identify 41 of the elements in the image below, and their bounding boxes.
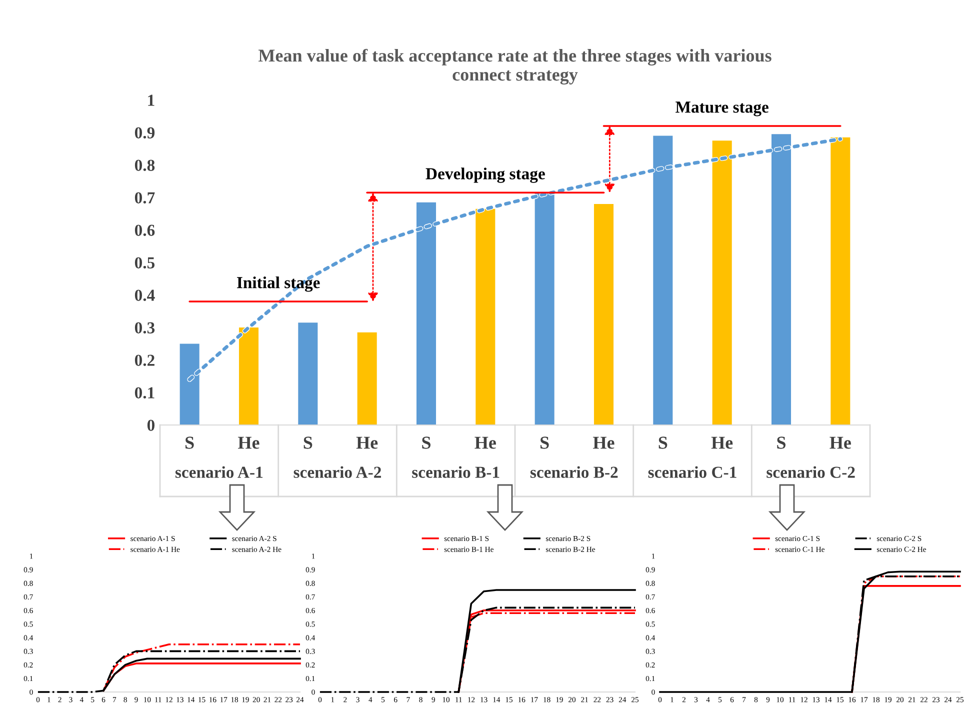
y-tick-label: 0.3: [134, 322, 155, 334]
bar: [830, 137, 850, 425]
x-tick-label: S: [304, 436, 312, 449]
line-series: [659, 570, 961, 693]
bar: [712, 140, 732, 425]
bar: [238, 328, 259, 425]
line-series: [37, 650, 301, 693]
text: scenario B-2: [530, 466, 618, 478]
y-tick-label: 0.4: [134, 290, 155, 302]
bar: [476, 208, 496, 425]
y-tick-label: 0.1: [134, 387, 154, 399]
x-tick-label: S: [186, 436, 194, 449]
x-tick-label: He: [356, 436, 378, 449]
y-tick-label: 0: [147, 420, 155, 431]
chart-title: Mean value of task acceptance rate at the three stages with various connect strategy: [258, 48, 772, 85]
x-tick-label: He: [593, 436, 614, 449]
y-tick-label: 0.9: [134, 127, 155, 139]
y-tick-label: 0.5: [134, 257, 155, 269]
y-tick-label: 0.2: [134, 354, 154, 366]
bar: [298, 322, 318, 425]
y-tick-label: 0.8: [134, 160, 155, 172]
x-tick-label: S: [777, 436, 786, 449]
y-tick-label: 0.7: [134, 192, 155, 204]
bar: [357, 332, 377, 425]
text: scenario C-1: [648, 466, 736, 478]
x-tick-label: S: [540, 436, 549, 449]
text: scenario A-2: [294, 466, 381, 478]
annotation: Developing stage: [426, 168, 545, 183]
text: scenario B-1: [412, 466, 500, 478]
bar: [594, 204, 614, 425]
y-tick-label: 0.6: [134, 224, 155, 236]
x-tick-label: He: [711, 436, 733, 449]
x-tick-label: S: [422, 436, 431, 449]
text: scenario A-1: [175, 466, 263, 478]
annotation: Mature stage: [676, 102, 768, 116]
x-tick-label: He: [238, 436, 260, 449]
x-tick-label: He: [474, 436, 496, 449]
y-tick-label: 1: [148, 94, 154, 106]
x-tick-label: He: [830, 436, 851, 449]
text: scenario C-2: [766, 466, 855, 478]
x-tick-label: S: [658, 436, 668, 449]
